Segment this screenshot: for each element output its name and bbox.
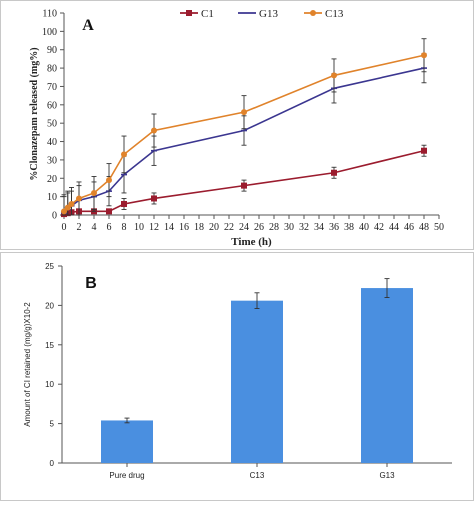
x-tick-label: 8 <box>122 222 127 233</box>
panel-label: A <box>82 17 94 34</box>
data-point-c13 <box>241 109 247 116</box>
y-tick-label: 110 <box>42 9 57 20</box>
y-tick-label: 10 <box>45 380 54 389</box>
y-tick-label: 10 <box>47 192 57 203</box>
x-tick-label: 10 <box>134 222 144 233</box>
y-tick-label: 15 <box>45 341 54 350</box>
data-point-c13 <box>106 177 112 184</box>
data-point-c13 <box>64 204 71 211</box>
y-tick-label: 5 <box>50 420 55 429</box>
data-point-c1 <box>121 200 127 207</box>
y-axis-title: %Clonazepam released (mg%) <box>29 47 40 180</box>
bar-g13 <box>361 288 413 463</box>
release-chart-panel: 0 10 20 30 40 50 60 70 80 90 100 110 0 2 4 6 8 10 12 14 16 18… <box>0 0 474 250</box>
data-point-c1 <box>106 208 112 215</box>
y-tick-label: 100 <box>42 27 57 38</box>
data-point-c13 <box>421 52 427 59</box>
x-tick-label: 4 <box>92 222 97 233</box>
data-point-c13 <box>76 195 82 202</box>
data-point-c1 <box>331 169 337 176</box>
legend-marker <box>186 10 192 16</box>
x-tick-label: 12 <box>149 222 159 233</box>
legend-label-c13: C13 <box>325 8 344 20</box>
y-tick-label: 80 <box>47 64 57 75</box>
x-tick-label: 36 <box>329 222 339 233</box>
y-tick-label: 20 <box>45 301 54 310</box>
x-tick-label: 32 <box>299 222 309 233</box>
legend-label-g13: G13 <box>259 8 278 20</box>
legend-label-c1: C1 <box>201 8 214 20</box>
x-tick-label: 18 <box>194 222 204 233</box>
x-tick-label: 44 <box>389 222 399 233</box>
x-tick-label: 42 <box>374 222 384 233</box>
y-tick-label: 40 <box>47 137 57 148</box>
y-tick-label: 20 <box>47 174 57 185</box>
y-tick-label: 0 <box>52 211 57 222</box>
x-tick-label: 50 <box>434 222 444 233</box>
bar-pure-drug <box>101 420 153 463</box>
x-tick-label: 24 <box>239 222 249 233</box>
y-tick-label: 60 <box>47 100 57 111</box>
y-tick-label: 50 <box>47 119 57 130</box>
y-tick-label: 70 <box>47 82 57 93</box>
x-tick-label: 14 <box>164 222 174 233</box>
x-tick-label: 30 <box>284 222 294 233</box>
x-tick-label: 34 <box>314 222 324 233</box>
x-category-label: C13 <box>250 471 265 480</box>
x-tick-label: 6 <box>107 222 112 233</box>
y-tick-label: 30 <box>47 155 57 166</box>
x-tick-label: 38 <box>344 222 354 233</box>
y-tick-label: 25 <box>45 262 54 271</box>
x-tick-label: 40 <box>359 222 369 233</box>
data-point-c13 <box>68 200 75 207</box>
x-tick-label: 22 <box>224 222 234 233</box>
bar-c13 <box>231 300 283 463</box>
x-tick-label: 48 <box>419 222 429 233</box>
data-point-c13 <box>331 72 337 79</box>
x-category-label: Pure drug <box>109 471 144 480</box>
y-axis-title: Amount of CI retained (mg/g)X10-2 <box>23 302 32 427</box>
legend-marker <box>310 10 316 16</box>
x-tick-label: 20 <box>209 222 219 233</box>
x-tick-label: 0 <box>62 222 67 233</box>
x-tick-label: 2 <box>77 222 82 233</box>
x-tick-label: 16 <box>179 222 189 233</box>
data-point-c1 <box>421 147 427 154</box>
retention-bar-chart: 0 5 10 15 20 25 Amount of CI retained (mg/g)X1… <box>0 252 474 501</box>
data-point-c13 <box>91 189 97 196</box>
x-axis-title: Time (h) <box>231 236 272 248</box>
y-tick-label: 0 <box>50 459 55 468</box>
x-category-label: G13 <box>379 471 395 480</box>
data-point-c1 <box>151 195 157 202</box>
data-point-c13 <box>121 151 127 158</box>
panel-label: B <box>85 275 97 292</box>
x-tick-label: 46 <box>404 222 414 233</box>
retention-chart-panel: 0 5 10 15 20 25 Amount of CI retained (mg/g)X1… <box>0 252 474 501</box>
data-point-c1 <box>241 182 247 189</box>
x-tick-label: 28 <box>269 222 279 233</box>
y-tick-label: 90 <box>47 45 57 56</box>
data-point-c13 <box>151 127 157 134</box>
x-tick-label: 26 <box>254 222 264 233</box>
data-point-c13 <box>61 208 67 215</box>
